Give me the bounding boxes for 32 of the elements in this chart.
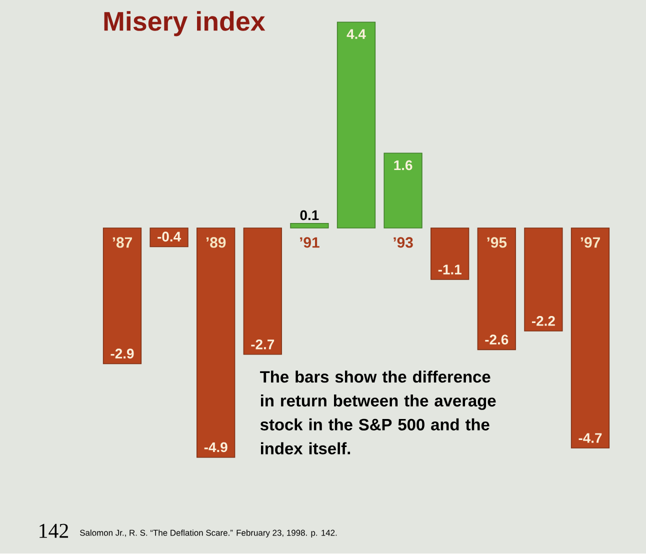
text: 142 xyxy=(40,524,68,538)
bar xyxy=(524,228,563,332)
bar xyxy=(150,228,188,248)
x-tick-label: ’89 xyxy=(206,237,226,248)
data-label: 1.6 xyxy=(394,160,412,170)
bar xyxy=(196,228,236,458)
x-tick-label: ’87 xyxy=(112,237,132,248)
x-tick-label: ’91 xyxy=(300,237,320,248)
data-label: -0.4 xyxy=(158,232,181,242)
bar xyxy=(336,22,376,229)
bar xyxy=(290,223,329,229)
bar xyxy=(570,228,610,449)
annotation: The bars show the difference in return between the average stock in the S&P 500 and the index itself. xyxy=(260,370,496,455)
x-tick-label: ’97 xyxy=(580,237,600,248)
data-label: -2.7 xyxy=(251,340,274,350)
x-tick-label: ’95 xyxy=(487,237,507,248)
bar xyxy=(384,152,422,229)
data-label: -4.7 xyxy=(578,433,602,443)
data-label: -2.6 xyxy=(485,334,508,345)
bar xyxy=(102,228,142,364)
chart-title: Misery index xyxy=(104,11,266,36)
bar xyxy=(430,228,470,280)
text: Salomon Jr., R. S. “The Deflation Scare.” February 23, 1998. p. 142. xyxy=(80,530,337,538)
bar xyxy=(477,228,516,350)
x-tick-label: ’93 xyxy=(394,237,413,248)
data-label: -2.2 xyxy=(532,316,555,326)
data-label: -1.1 xyxy=(438,264,462,275)
data-label: 4.4 xyxy=(346,29,366,40)
data-label: -2.9 xyxy=(110,348,134,359)
data-label: 0.1 xyxy=(300,210,319,220)
data-label: -4.9 xyxy=(204,442,228,452)
bar xyxy=(243,228,282,355)
